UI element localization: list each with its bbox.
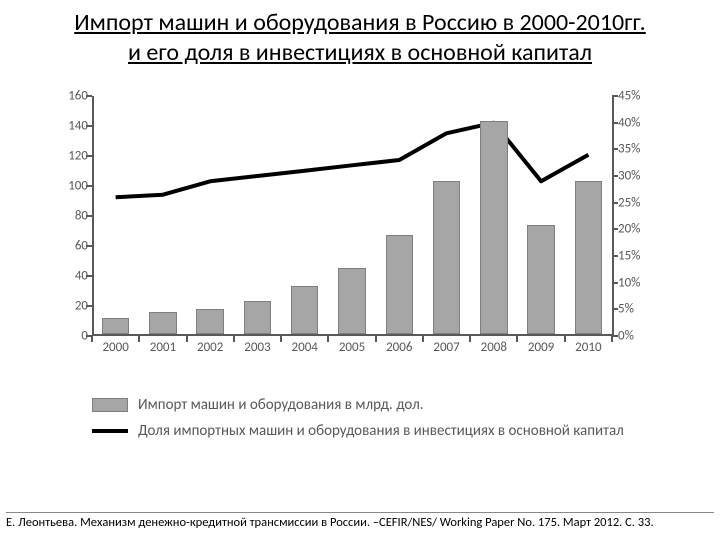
y-left-tick-label: 120 xyxy=(42,149,88,164)
x-tick-mark xyxy=(564,336,566,342)
x-tick-mark xyxy=(186,336,188,342)
y-left-tick-mark xyxy=(86,215,92,217)
x-tick-label: 2002 xyxy=(197,340,223,355)
x-tick-mark xyxy=(611,336,613,342)
y-left-tick-mark xyxy=(86,275,92,277)
y-right-tick-mark xyxy=(612,308,618,310)
x-tick-mark xyxy=(516,336,518,342)
x-tick-label: 2004 xyxy=(292,340,318,355)
x-tick-mark xyxy=(327,336,329,342)
bar xyxy=(196,309,223,335)
chart-title: Импорт машин и оборудования в Россию в 2… xyxy=(0,0,720,72)
y-left-tick-label: 140 xyxy=(42,119,88,134)
bar xyxy=(291,286,318,334)
bar xyxy=(433,181,460,334)
plot-area xyxy=(92,96,612,336)
y-right-tick-mark xyxy=(612,122,618,124)
x-tick-label: 2009 xyxy=(528,340,554,355)
x-tick-label: 2005 xyxy=(339,340,365,355)
y-right-tick-label: 20% xyxy=(618,222,660,237)
x-tick-mark xyxy=(422,336,424,342)
y-left-tick-label: 40 xyxy=(42,269,88,284)
y-right-tick-mark xyxy=(612,255,618,257)
legend-item-bars: Импорт машин и оборудования в млрд. дол. xyxy=(92,396,652,414)
y-right-tick-label: 0% xyxy=(618,329,660,344)
x-tick-mark xyxy=(233,336,235,342)
y-left-tick-label: 20 xyxy=(42,299,88,314)
y-left-tick-label: 0 xyxy=(42,329,88,344)
y-left-tick-label: 80 xyxy=(42,209,88,224)
y-right-tick-label: 15% xyxy=(618,249,660,264)
y-right-tick-label: 5% xyxy=(618,302,660,317)
legend-item-line: Доля импортных машин и оборудования в ин… xyxy=(92,422,652,440)
x-tick-label: 2000 xyxy=(102,340,128,355)
legend-bar-label: Импорт машин и оборудования в млрд. дол. xyxy=(138,396,424,414)
x-tick-mark xyxy=(469,336,471,342)
y-right-tick-label: 25% xyxy=(618,195,660,210)
legend-line-label: Доля импортных машин и оборудования в ин… xyxy=(138,422,624,440)
y-right-tick-label: 10% xyxy=(618,275,660,290)
trend-line xyxy=(116,123,589,198)
title-line-1: Импорт машин и оборудования в Россию в 2… xyxy=(74,8,646,37)
y-left-tick-mark xyxy=(86,245,92,247)
x-tick-label: 2006 xyxy=(386,340,412,355)
y-left-tick-label: 160 xyxy=(42,89,88,104)
bar xyxy=(527,225,554,335)
y-left-tick-label: 60 xyxy=(42,239,88,254)
x-tick-mark xyxy=(280,336,282,342)
x-tick-label: 2003 xyxy=(244,340,270,355)
x-tick-mark xyxy=(375,336,377,342)
line-swatch-icon xyxy=(92,424,128,438)
y-right-tick-mark xyxy=(612,282,618,284)
bar xyxy=(149,312,176,335)
bar xyxy=(480,121,507,334)
y-right-tick-mark xyxy=(612,95,618,97)
x-tick-label: 2010 xyxy=(575,340,601,355)
y-left-tick-mark xyxy=(86,125,92,127)
y-left-tick-mark xyxy=(86,155,92,157)
x-tick-mark xyxy=(138,336,140,342)
x-tick-label: 2007 xyxy=(433,340,459,355)
x-tick-label: 2008 xyxy=(481,340,507,355)
y-axis-right xyxy=(612,96,614,336)
y-right-tick-label: 40% xyxy=(618,115,660,130)
x-tick-label: 2001 xyxy=(150,340,176,355)
y-left-tick-mark xyxy=(86,185,92,187)
title-line-2: и его доля в инвестициях в основной капи… xyxy=(128,38,592,67)
bar xyxy=(244,301,271,334)
bar xyxy=(338,268,365,334)
y-left-tick-label: 100 xyxy=(42,179,88,194)
bar-swatch-icon xyxy=(92,398,128,412)
bar xyxy=(102,318,129,335)
legend: Импорт машин и оборудования в млрд. дол.… xyxy=(92,396,652,448)
y-right-tick-label: 30% xyxy=(618,169,660,184)
bar xyxy=(575,181,602,334)
y-right-tick-label: 45% xyxy=(618,89,660,104)
y-left-tick-mark xyxy=(86,95,92,97)
y-left-tick-mark xyxy=(86,305,92,307)
dual-axis-chart: 0 20 40 60 80 100 120 140 160 0% 5% 10% 15% 20% 25% 30%… xyxy=(42,88,662,368)
y-right-tick-mark xyxy=(612,228,618,230)
y-right-tick-mark xyxy=(612,175,618,177)
y-right-tick-label: 35% xyxy=(618,142,660,157)
source-citation: Е. Леонтьева. Механизм денежно-кредитной… xyxy=(6,512,714,530)
y-right-tick-mark xyxy=(612,148,618,150)
bar xyxy=(386,235,413,334)
x-tick-mark xyxy=(91,336,93,342)
y-right-tick-mark xyxy=(612,202,618,204)
